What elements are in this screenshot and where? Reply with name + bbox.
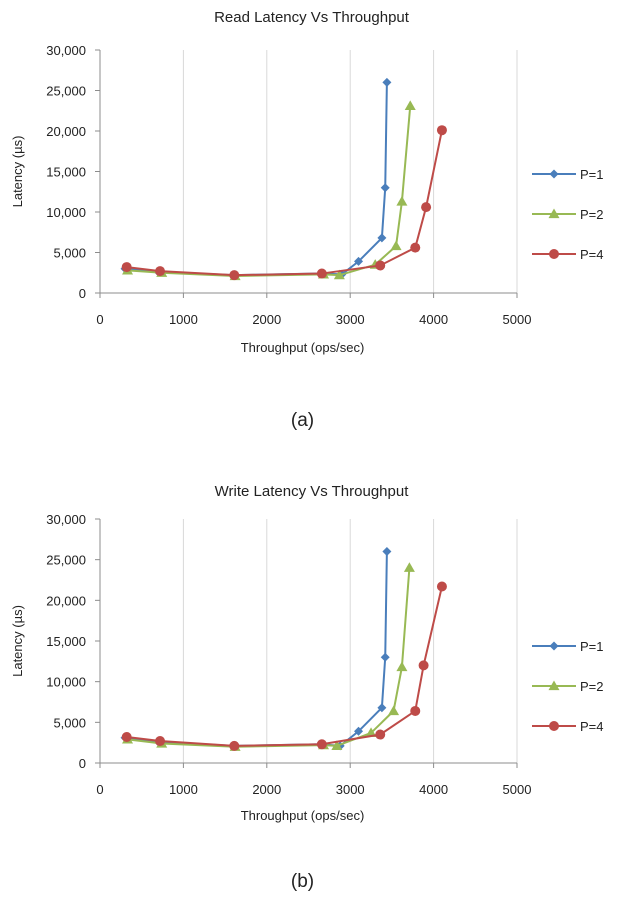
chart-panel-1: Read Latency Vs Throughput 0 1000 2000 3000 4… — [10, 9, 604, 431]
legend-marker — [548, 680, 560, 691]
x-tick-label: 4000 — [419, 312, 448, 327]
data-point — [418, 660, 429, 671]
y-tick-label: 10,000 — [46, 675, 86, 690]
x-tick-label: 1000 — [169, 782, 198, 797]
data-point — [404, 100, 416, 111]
legend-marker — [549, 249, 559, 259]
series-line — [124, 551, 388, 747]
data-point — [377, 233, 387, 243]
data-point — [410, 705, 421, 716]
legend-label: P=2 — [580, 207, 604, 222]
data-point — [396, 195, 408, 206]
x-tick-label: 0 — [96, 312, 103, 327]
x-tick-label: 4000 — [419, 782, 448, 797]
y-tick-label: 20,000 — [46, 593, 86, 608]
legend-marker — [549, 641, 559, 651]
series-P=4 — [121, 581, 447, 751]
data-point — [229, 270, 240, 281]
y-tick-label: 5,000 — [53, 246, 86, 261]
data-point — [421, 202, 432, 213]
legend-entry-P=4: P=4 — [532, 719, 604, 734]
series-P=1 — [120, 77, 392, 280]
data-point — [333, 269, 345, 280]
data-point — [375, 260, 386, 271]
y-tick-label: 15,000 — [46, 634, 86, 649]
data-point — [354, 726, 364, 736]
data-point — [354, 256, 364, 266]
y-tick-label: 0 — [79, 756, 86, 771]
x-tick-label: 2000 — [252, 782, 281, 797]
data-point — [396, 661, 408, 672]
figure-caption: (a) — [291, 410, 314, 431]
y-tick-label: 25,000 — [46, 84, 86, 99]
legend-entry-P=2: P=2 — [532, 207, 604, 222]
y-tick-label: 5,000 — [53, 715, 86, 730]
x-tick-label: 1000 — [169, 312, 198, 327]
data-point — [436, 581, 447, 592]
legend-marker — [548, 208, 560, 219]
series-line — [126, 129, 443, 277]
data-point — [316, 739, 327, 750]
x-tick-label: 3000 — [336, 312, 365, 327]
series-P=2 — [122, 100, 416, 281]
series-line — [127, 567, 411, 748]
data-point — [382, 547, 392, 557]
data-point — [121, 262, 132, 273]
legend-label: P=1 — [580, 639, 604, 654]
data-point — [380, 183, 390, 193]
legend-entry-P=1: P=1 — [532, 167, 604, 182]
series-P=1 — [120, 547, 392, 751]
x-tick-label: 3000 — [336, 782, 365, 797]
series-P=2 — [122, 562, 415, 751]
legend-marker — [549, 169, 559, 179]
data-point — [382, 77, 392, 87]
x-tick-label: 0 — [96, 782, 103, 797]
y-tick-label: 30,000 — [46, 43, 86, 58]
figure-caption: (b) — [291, 871, 314, 892]
y-tick-label: 20,000 — [46, 124, 86, 139]
y-axis-label: Latency (µs) — [10, 136, 25, 208]
legend-label: P=1 — [580, 167, 604, 182]
x-tick-label: 5000 — [503, 312, 532, 327]
data-point — [403, 562, 415, 572]
data-point — [388, 705, 400, 716]
series-line — [124, 82, 388, 277]
y-tick-label: 0 — [79, 286, 86, 301]
x-tick-label: 5000 — [503, 782, 532, 797]
y-tick-label: 10,000 — [46, 205, 86, 220]
data-point — [155, 736, 166, 747]
data-point — [316, 268, 327, 279]
y-tick-label: 25,000 — [46, 553, 86, 568]
y-tick-label: 30,000 — [46, 512, 86, 527]
y-axis-label: Latency (µs) — [10, 605, 25, 677]
data-point — [380, 652, 390, 662]
x-axis-label: Throughput (ops/sec) — [241, 808, 365, 823]
data-point — [121, 731, 132, 742]
legend-entry-P=2: P=2 — [532, 679, 604, 694]
series-line — [127, 105, 412, 277]
x-tick-label: 2000 — [252, 312, 281, 327]
x-axis-label: Throughput (ops/sec) — [241, 340, 365, 355]
data-point — [410, 242, 421, 253]
legend-entry-P=4: P=4 — [532, 247, 604, 262]
data-point — [331, 740, 343, 751]
legend-entry-P=1: P=1 — [532, 639, 604, 654]
chart-title: Read Latency Vs Throughput — [214, 9, 410, 26]
data-point — [377, 703, 387, 713]
chart-panel-2: Write Latency Vs Throughput 0 1000 2000 3000… — [10, 483, 604, 892]
legend-marker — [549, 721, 559, 731]
series-P=4 — [121, 125, 447, 281]
data-point — [229, 740, 240, 751]
data-point — [436, 125, 447, 136]
chart-title: Write Latency Vs Throughput — [215, 483, 410, 500]
legend-label: P=4 — [580, 719, 604, 734]
data-point — [155, 266, 166, 277]
data-point — [375, 729, 386, 740]
data-point — [390, 240, 402, 251]
y-tick-label: 15,000 — [46, 165, 86, 180]
series-line — [126, 586, 443, 747]
legend-label: P=2 — [580, 679, 604, 694]
legend-label: P=4 — [580, 247, 604, 262]
